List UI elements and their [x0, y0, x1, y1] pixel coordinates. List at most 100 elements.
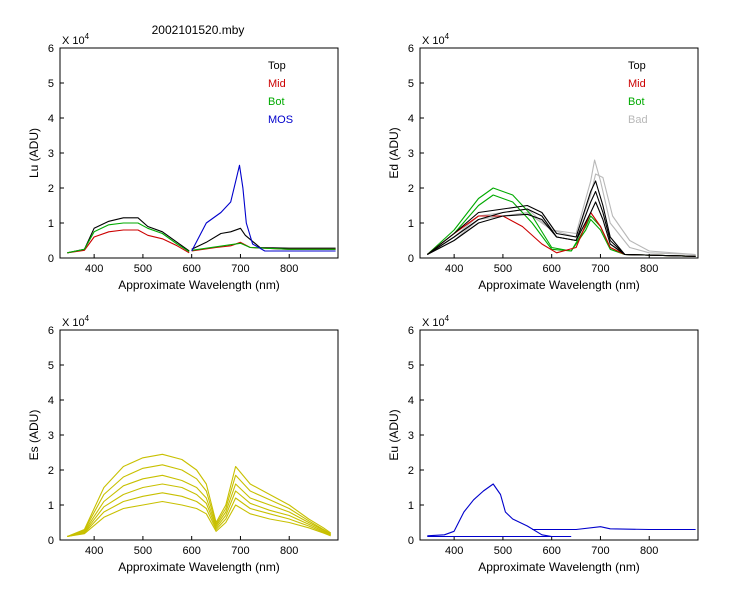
- y-axis-label: Lu (ADU): [27, 128, 41, 178]
- y-tick-label: 3: [408, 430, 414, 442]
- y-tick-label: 0: [48, 253, 54, 265]
- series-group: [67, 164, 336, 254]
- y-tick-label: 4: [408, 395, 414, 407]
- series-line-es: [67, 464, 331, 538]
- x-tick-label: 700: [231, 545, 249, 557]
- y-tick-label: 3: [48, 430, 54, 442]
- series-line-eu: [427, 483, 552, 538]
- y-axis-label: Eu (ADU): [387, 409, 401, 460]
- y-tick-label: 2: [408, 465, 414, 477]
- y-tick-label: 2: [48, 183, 54, 195]
- x-tick-label: 700: [231, 263, 249, 275]
- y-tick-label: 5: [408, 360, 414, 372]
- series-line-top: [426, 180, 696, 257]
- series-line-bad: [426, 159, 696, 256]
- legend-entry-top: Top: [268, 60, 286, 72]
- x-axis-label: Approximate Wavelength (nm): [478, 278, 640, 292]
- scale-factor-label: X 104: [422, 314, 450, 329]
- y-tick-label: 0: [48, 535, 54, 547]
- legend-entry-bad: Bad: [628, 114, 648, 126]
- series-line-bad: [427, 173, 696, 256]
- series-line-mid: [67, 229, 190, 254]
- scale-base: X 10: [62, 317, 85, 329]
- scale-exponent: 4: [445, 314, 450, 323]
- y-tick-label: 3: [408, 148, 414, 160]
- y-tick-label: 3: [48, 148, 54, 160]
- page-title: 2002101520.mby: [152, 23, 245, 37]
- x-tick-label: 800: [640, 263, 658, 275]
- series-line-es: [67, 474, 331, 538]
- scale-exponent: 4: [85, 314, 90, 323]
- y-tick-label: 4: [408, 113, 414, 125]
- x-tick-label: 500: [494, 545, 512, 557]
- series-line-eu: [532, 526, 696, 531]
- y-tick-label: 6: [48, 43, 54, 55]
- y-tick-label: 6: [408, 43, 414, 55]
- x-tick-label: 600: [183, 263, 201, 275]
- y-tick-label: 0: [408, 535, 414, 547]
- y-tick-label: 6: [48, 325, 54, 337]
- y-tick-label: 0: [408, 253, 414, 265]
- legend-entry-mid: Mid: [628, 78, 646, 90]
- y-tick-label: 1: [48, 218, 54, 230]
- y-tick-label: 2: [408, 183, 414, 195]
- scale-factor-label: X 104: [62, 314, 90, 329]
- series-line-bot: [67, 222, 190, 254]
- series-line-top: [67, 217, 190, 254]
- series-line-es: [67, 492, 331, 538]
- series-line-top: [191, 227, 336, 250]
- x-tick-label: 400: [445, 545, 463, 557]
- x-tick-label: 800: [280, 545, 298, 557]
- x-tick-label: 500: [494, 263, 512, 275]
- x-axis-label: Approximate Wavelength (nm): [118, 560, 280, 574]
- series-line-bot: [191, 242, 336, 251]
- y-tick-label: 4: [48, 113, 54, 125]
- y-axis-label: Ed (ADU): [387, 127, 401, 178]
- x-tick-label: 400: [445, 263, 463, 275]
- y-tick-label: 5: [408, 78, 414, 90]
- legend-entry-mos: MOS: [268, 114, 293, 126]
- x-tick-label: 600: [183, 545, 201, 557]
- scale-exponent: 4: [85, 32, 90, 41]
- scale-base: X 10: [422, 317, 445, 329]
- y-tick-label: 1: [48, 500, 54, 512]
- series-line-bot: [426, 194, 696, 257]
- x-tick-label: 800: [280, 263, 298, 275]
- scale-exponent: 4: [445, 32, 450, 41]
- y-tick-label: 5: [48, 78, 54, 90]
- scale-base: X 10: [422, 35, 445, 47]
- x-axis-label: Approximate Wavelength (nm): [118, 278, 280, 292]
- plot-frame: [59, 329, 339, 541]
- legend-entry-top: Top: [628, 60, 646, 72]
- series-line-top: [427, 201, 696, 257]
- x-tick-label: 800: [640, 545, 658, 557]
- legend-entry-bot: Bot: [268, 96, 285, 108]
- series-line-mos: [191, 164, 336, 252]
- x-axis-label: Approximate Wavelength (nm): [478, 560, 640, 574]
- scale-base: X 10: [62, 35, 85, 47]
- x-tick-label: 700: [591, 545, 609, 557]
- scale-factor-label: X 104: [62, 32, 90, 47]
- x-tick-label: 600: [543, 263, 561, 275]
- series-group: [67, 453, 332, 538]
- x-tick-label: 500: [134, 545, 152, 557]
- y-tick-label: 4: [48, 395, 54, 407]
- legend-entry-bot: Bot: [628, 96, 645, 108]
- series-line-es: [67, 500, 331, 538]
- series-group: [427, 483, 696, 538]
- series-line-es: [67, 453, 332, 538]
- y-tick-label: 1: [408, 500, 414, 512]
- scale-factor-label: X 104: [422, 32, 450, 47]
- y-tick-label: 1: [408, 218, 414, 230]
- x-tick-label: 400: [85, 545, 103, 557]
- y-axis-label: Es (ADU): [27, 410, 41, 461]
- x-tick-label: 400: [85, 263, 103, 275]
- series-line-mid: [426, 211, 696, 257]
- plot-frame: [59, 47, 339, 259]
